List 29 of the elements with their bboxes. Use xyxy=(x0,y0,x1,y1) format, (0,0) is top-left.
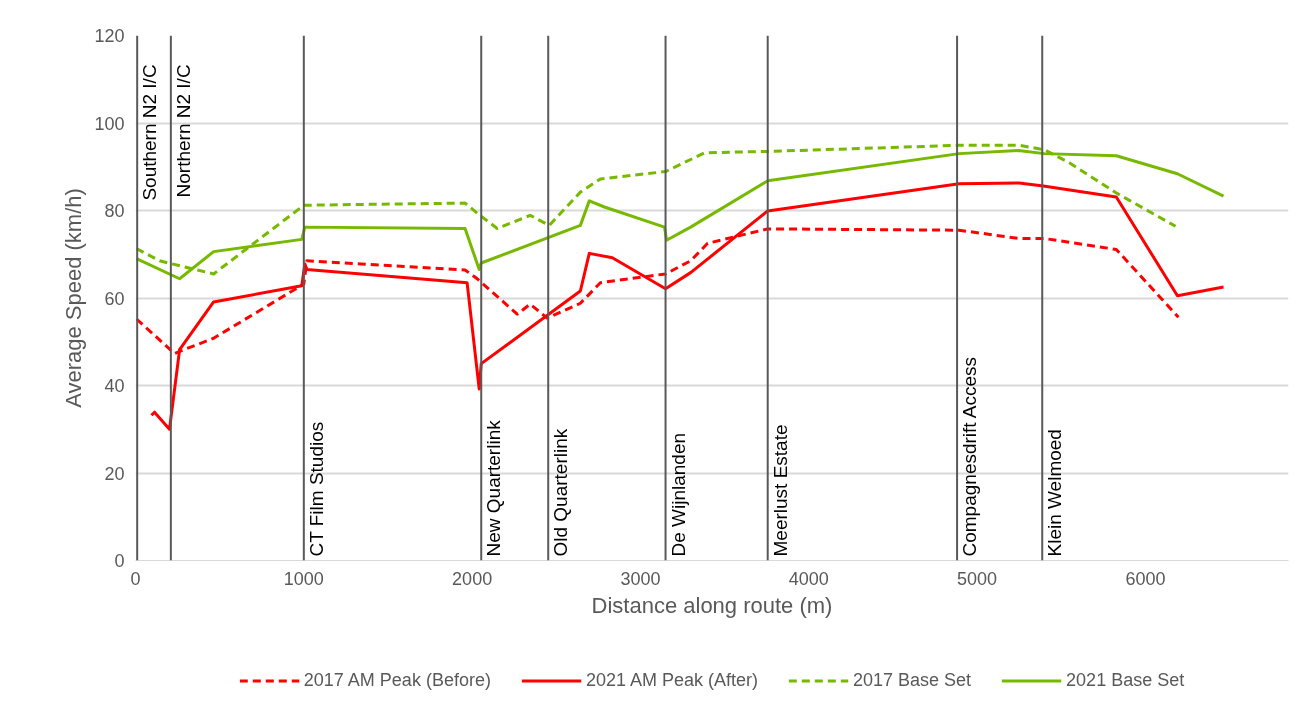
x-tick-label: 1000 xyxy=(283,568,324,589)
legend-label: 2017 AM Peak (Before) xyxy=(303,669,491,691)
legend-label: 2021 AM Peak (After) xyxy=(585,669,759,691)
ref-line-label: Meerlust Estate xyxy=(769,424,791,557)
x-tick-label: 5000 xyxy=(957,568,998,589)
x-tick-label: 0 xyxy=(130,568,141,589)
y-tick-label: 40 xyxy=(104,376,125,396)
ref-line-label: New Quarterlink xyxy=(483,419,505,557)
x-tick-label: 6000 xyxy=(1125,568,1166,589)
legend-label: 2017 Base Set xyxy=(853,669,972,691)
y-tick-label: 0 xyxy=(114,551,125,571)
y-axis-title: Average Speed (km/h) xyxy=(61,188,87,408)
ref-line-label: Old Quarterlink xyxy=(550,428,572,557)
ref-line-label: Southern N2 I/C xyxy=(139,64,161,201)
x-tick-label: 4000 xyxy=(788,568,829,589)
ref-line-label: Compagnesdrift Access xyxy=(959,356,981,557)
y-tick-label: 100 xyxy=(94,113,125,134)
legend-label: 2021 Base Set xyxy=(1066,669,1185,691)
x-axis-title: Distance along route (m) xyxy=(591,592,833,618)
ref-line-label: Northern N2 I/C xyxy=(172,64,194,198)
x-tick-label: 2000 xyxy=(452,568,493,589)
y-tick-label: 60 xyxy=(104,288,125,309)
ref-line-label: Klein Welmoed xyxy=(1044,429,1066,557)
y-tick-label: 80 xyxy=(104,201,125,221)
y-tick-label: 120 xyxy=(94,26,125,46)
ref-line-label: CT Film Studios xyxy=(305,421,327,557)
ref-line-label: De Wijnlanden xyxy=(667,432,689,557)
x-tick-label: 3000 xyxy=(620,568,661,589)
y-tick-label: 20 xyxy=(104,463,125,484)
